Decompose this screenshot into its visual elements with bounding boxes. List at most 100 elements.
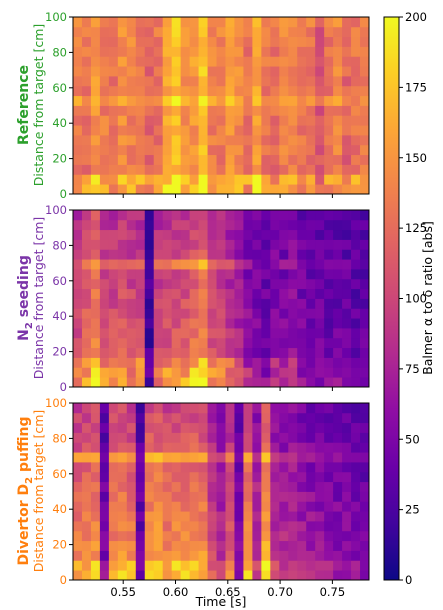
heatmap-cell <box>108 530 119 542</box>
heatmap-cell <box>306 184 316 195</box>
heatmap-cell <box>126 550 137 561</box>
heatmap-cell <box>153 95 164 106</box>
heatmap-cell <box>288 76 298 87</box>
heatmap-cell <box>315 76 325 87</box>
heatmap-cell <box>216 403 226 414</box>
heatmap-cell <box>288 56 298 67</box>
heatmap-cell <box>189 491 199 502</box>
heatmap-cell <box>126 144 137 156</box>
heatmap-cell <box>126 501 137 512</box>
heatmap-cell <box>117 328 128 339</box>
heatmap-cell <box>126 229 137 240</box>
heatmap-cell <box>234 36 244 47</box>
heatmap-cell <box>324 249 334 260</box>
heatmap-cell <box>207 17 217 28</box>
heatmap-cell <box>180 501 191 512</box>
y-tick-label: 60 <box>52 274 67 288</box>
heatmap-cell <box>315 115 325 126</box>
heatmap-cell <box>279 26 289 38</box>
heatmap-cell <box>108 76 119 87</box>
heatmap-cell <box>225 249 235 260</box>
heatmap-cell <box>333 530 343 542</box>
heatmap-cell <box>243 144 253 156</box>
heatmap-cell <box>216 249 226 260</box>
heatmap-cell <box>333 422 343 433</box>
y-axis-label-divertor: Distance from target [cm] <box>31 410 46 572</box>
heatmap-cell <box>135 328 146 339</box>
heatmap-cell <box>189 278 199 290</box>
heatmap-cell <box>73 462 83 473</box>
heatmap-cell <box>153 184 164 195</box>
heatmap-cell <box>252 298 262 309</box>
heatmap-cell <box>342 377 352 388</box>
heatmap-cell <box>279 17 289 28</box>
heatmap-cell <box>234 125 244 136</box>
heatmap-cell <box>90 259 101 270</box>
heatmap-cell <box>81 17 92 28</box>
heatmap-cell <box>252 540 262 551</box>
heatmap-cell <box>360 540 370 551</box>
heatmap-cell <box>360 481 370 492</box>
heatmap-cell <box>270 511 280 522</box>
heatmap-cell <box>90 174 101 185</box>
heatmap-cell <box>144 154 155 165</box>
heatmap-cell <box>225 239 235 250</box>
heatmap-cell <box>252 219 262 231</box>
heatmap-cell <box>342 511 352 522</box>
heatmap-cell <box>342 367 352 378</box>
heatmap-cell <box>153 471 164 483</box>
heatmap-cell <box>234 269 244 280</box>
heatmap-cell <box>252 288 262 299</box>
heatmap-cell <box>135 154 146 165</box>
heatmap-cell <box>306 422 316 433</box>
heatmap-cell <box>243 452 253 463</box>
heatmap-cell <box>198 328 208 339</box>
heatmap-cell <box>153 36 164 47</box>
heatmap-cell <box>297 278 307 290</box>
heatmap-cell <box>171 471 182 483</box>
heatmap-cell <box>198 219 208 231</box>
heatmap-cell <box>90 367 101 378</box>
heatmap-cell <box>117 422 128 433</box>
heatmap-cell <box>108 278 119 290</box>
heatmap-cell <box>207 164 217 175</box>
heatmap-cell <box>261 570 271 581</box>
heatmap-cell <box>279 105 289 116</box>
heatmap-cell <box>288 318 298 329</box>
heatmap-cell <box>90 36 101 47</box>
heatmap-cell <box>234 105 244 116</box>
heatmap-cell <box>198 318 208 329</box>
heatmap-cell <box>90 481 101 492</box>
heatmap-cell <box>288 26 298 38</box>
heatmap-cell <box>342 164 352 175</box>
heatmap-cell <box>279 239 289 250</box>
heatmap-cell <box>144 540 155 551</box>
heatmap-cell <box>171 367 182 378</box>
heatmap-cell <box>261 328 271 339</box>
heatmap-cell <box>324 288 334 299</box>
heatmap-cell <box>252 229 262 240</box>
heatmap-cell <box>333 412 343 424</box>
heatmap-cell <box>252 174 262 185</box>
heatmap-cell <box>207 471 217 483</box>
heatmap-cell <box>144 308 155 319</box>
heatmap-cell <box>333 308 343 319</box>
heatmap-cell <box>117 462 128 473</box>
y-tick-label: 40 <box>52 502 67 516</box>
heatmap-cell <box>234 442 244 453</box>
heatmap-cell <box>225 328 235 339</box>
heatmap-cell <box>306 501 316 512</box>
x-ticks: 0.55 0.60 0.65 0.70 0.75 <box>110 194 345 599</box>
heatmap-cell <box>81 239 92 250</box>
heatmap-cell <box>207 95 217 106</box>
heatmap-cell <box>73 357 83 368</box>
heatmap-cell <box>288 125 298 136</box>
heatmap-cell <box>324 298 334 309</box>
heatmap-cell <box>73 219 83 231</box>
heatmap-cell <box>270 269 280 280</box>
heatmap-cell <box>342 219 352 231</box>
heatmap-cell <box>207 347 217 358</box>
heatmap-cell <box>171 269 182 280</box>
heatmap-cell <box>144 471 155 483</box>
heatmap-cell <box>324 85 334 97</box>
